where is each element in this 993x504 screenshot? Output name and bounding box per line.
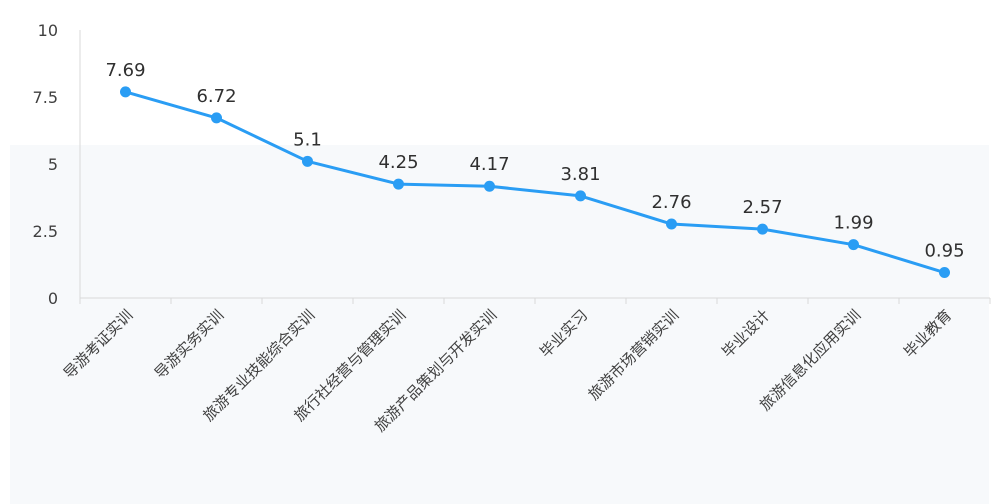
data-point-marker [575,190,586,202]
data-value-label: 1.99 [833,213,873,234]
data-point-marker [393,178,404,190]
data-value-label: 0.95 [924,241,964,262]
data-point-marker [120,86,131,98]
plot-background-band [10,145,989,504]
y-tick-label: 10 [38,21,58,40]
data-point-marker [302,155,313,167]
data-point-marker [757,223,768,235]
y-tick-label: 2.5 [33,222,58,241]
y-axis: 0 2.5 5 7.5 10 [33,21,81,308]
data-value-label: 4.25 [378,152,418,173]
y-tick-label: 7.5 [33,88,58,107]
data-value-label: 2.76 [651,192,691,213]
x-axis [79,297,991,304]
data-point-marker [848,239,859,251]
data-value-label: 4.17 [469,154,509,175]
y-tick-label: 0 [48,289,58,308]
data-point-marker [211,112,222,124]
data-value-label: 2.57 [742,197,782,218]
data-point-marker [939,267,950,279]
series-line [125,90,945,274]
data-point-marker [484,180,495,192]
data-value-label: 3.81 [560,164,600,185]
data-label-group: 7.69 6.72 5.1 4.25 4.17 3.81 2.76 2.57 1.99 0.95 [105,60,964,262]
data-value-label: 7.69 [105,60,145,81]
series-line-group [120,86,950,279]
data-value-label: 5.1 [293,129,322,150]
y-tick-label: 5 [48,155,58,174]
data-point-marker [666,218,677,230]
data-value-label: 6.72 [196,86,236,107]
